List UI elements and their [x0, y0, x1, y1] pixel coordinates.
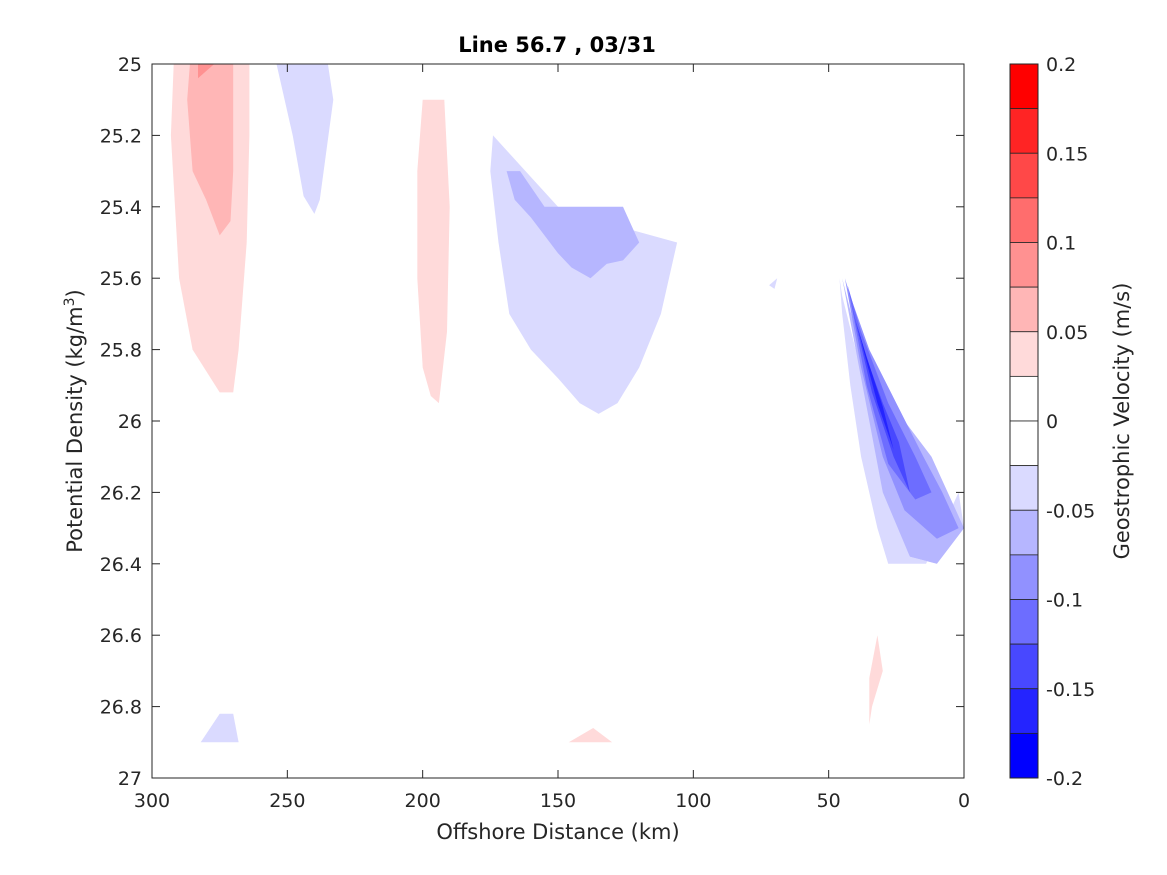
y-tick-label: 25.6	[100, 268, 142, 290]
contour-region-pos-a-inner	[187, 64, 234, 236]
colorbar-tick-label: -0.2	[1046, 768, 1083, 790]
contour-region-neg-a-dent	[298, 64, 309, 75]
colorbar-frame	[1009, 63, 1039, 779]
y-tick-label: 25	[118, 54, 142, 76]
y-tick-label: 26.8	[100, 697, 142, 719]
plot-area: 300 250 200 150 100 50 0 2525.225.425.625.8262…	[100, 54, 970, 812]
colorbar-band	[1009, 375, 1039, 422]
x-tick-label: 100	[675, 790, 711, 812]
y-axis-label-prefix: Potential Density (kg/m	[63, 306, 87, 552]
x-tick-label: 0	[958, 790, 970, 812]
contour-region-neg-e	[769, 278, 778, 289]
x-tick-label: 150	[540, 790, 576, 812]
colorbar-band	[1009, 286, 1039, 333]
contour-region-neg-d	[200, 713, 239, 743]
colorbar-band	[1009, 242, 1039, 288]
colorbar-band	[1009, 331, 1039, 377]
y-tick-label: 25.8	[100, 340, 142, 362]
colorbar-band	[1009, 152, 1039, 199]
colorbar-band	[1009, 688, 1039, 734]
colorbar-tick-label: 0.2	[1046, 54, 1076, 76]
contour-region-neg-c-3	[844, 278, 959, 539]
contour-region-neg-c-1	[839, 278, 964, 564]
chart-title: Line 56.7 , 03/31	[458, 33, 656, 57]
colorbar-tick-label: -0.05	[1046, 500, 1095, 522]
y-tick-label: 26.4	[100, 554, 142, 576]
colorbar-band	[1009, 509, 1039, 556]
colorbar-label: Geostrophic Velocity (m/s)	[1110, 283, 1134, 560]
colorbar-bands	[1009, 63, 1039, 779]
contour-region-pos-a-core	[198, 64, 215, 79]
contour-region-pos-d	[568, 728, 613, 743]
x-axis-ticks: 300 250 200 150 100 50 0	[134, 64, 970, 812]
y-tick-label: 26.6	[100, 625, 142, 647]
colorbar-tick-label: -0.15	[1046, 679, 1095, 701]
contour-region-neg-c-5	[850, 299, 910, 493]
contour-region-neg-b-inner	[506, 171, 640, 279]
y-tick-label: 25.4	[100, 197, 142, 219]
y-axis-label-suffix: )	[63, 289, 87, 297]
x-tick-label: 250	[269, 790, 305, 812]
contour-regions	[170, 64, 964, 743]
colorbar-band	[1009, 599, 1039, 645]
contour-region-pos-c	[869, 635, 883, 725]
y-tick-label: 27	[118, 768, 142, 790]
y-axis-label: Potential Density (kg/m3)	[62, 289, 87, 553]
colorbar-band	[1009, 643, 1039, 690]
colorbar-tick-label: 0.05	[1046, 322, 1088, 344]
contour-region-pos-b	[417, 99, 450, 404]
x-tick-label: 50	[817, 790, 841, 812]
colorbar-band	[1009, 554, 1039, 600]
colorbar-band	[1009, 108, 1039, 154]
y-axis-label-sup: 3	[62, 297, 78, 306]
y-tick-label: 26	[118, 411, 142, 433]
contour-region-neg-c-4	[847, 285, 932, 500]
x-axis-label: Offshore Distance (km)	[436, 820, 679, 844]
colorbar-band	[1009, 732, 1039, 779]
colorbar: 0.2 0.15 0.1 0.05 0 -0.05 -0.1 -0.15 -0.2 Geostr…	[1009, 54, 1134, 790]
colorbar-tick-label: 0.15	[1046, 143, 1088, 165]
colorbar-tick-label: 0	[1046, 411, 1058, 433]
y-axis-ticks: 25 25.2 25.4 25.6 25.8 26 26.2 26.4 26.6 26.8 27	[100, 54, 964, 790]
colorbar-ticks: 0.2 0.15 0.1 0.05 0 -0.05 -0.1 -0.15 -0.2	[1046, 54, 1095, 790]
x-tick-label: 300	[134, 790, 170, 812]
y-tick-label: 25.2	[100, 125, 142, 147]
y-tick-label: 26.2	[100, 482, 142, 504]
contour-region-neg-c-6	[855, 321, 894, 450]
colorbar-band	[1009, 63, 1039, 110]
plot-background	[152, 64, 964, 778]
colorbar-band	[1009, 197, 1039, 243]
colorbar-band	[1009, 420, 1039, 467]
x-tick-label: 200	[405, 790, 441, 812]
colorbar-tick-label: -0.1	[1046, 590, 1083, 612]
contour-region-neg-a	[276, 64, 334, 214]
colorbar-tick-label: 0.1	[1046, 233, 1076, 255]
colorbar-band	[1009, 465, 1039, 511]
